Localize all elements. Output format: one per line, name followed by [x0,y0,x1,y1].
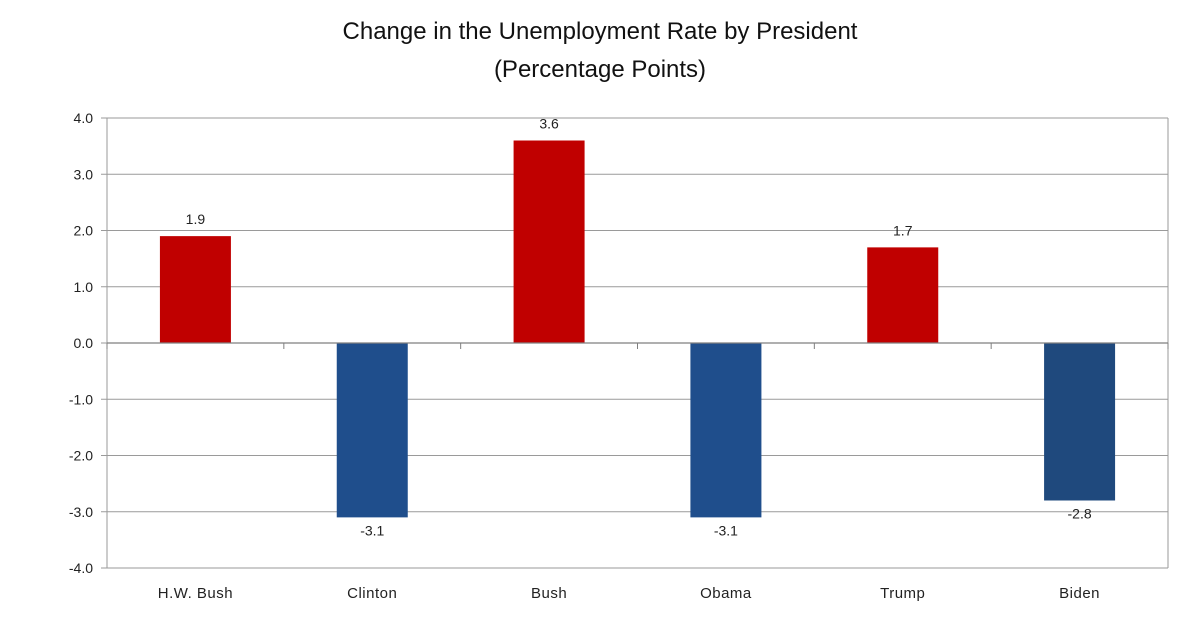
bar [1044,343,1116,501]
data-label: 3.6 [539,116,559,132]
x-tick-label: Trump [880,585,925,602]
bar [159,236,231,343]
chart-subtitle: (Percentage Points) [493,56,707,83]
x-tick-label: Biden [1059,585,1100,602]
x-tick-label: H.W. Bush [158,585,233,602]
data-label: -2.8 [1068,506,1092,522]
bar [690,343,762,518]
y-tick-label: 1.0 [74,279,94,295]
bar [336,343,408,518]
data-label: 1.7 [893,222,913,238]
x-tick-label: Obama [700,585,752,602]
y-tick-label: 3.0 [74,166,94,182]
bar [867,247,939,343]
y-tick-label: -1.0 [69,391,93,407]
bar [513,140,585,343]
chart-title: Change in the Unemployment Rate by Presi… [342,18,858,45]
data-label: -3.1 [714,522,738,538]
y-tick-label: 0.0 [74,335,94,351]
y-tick-label: 4.0 [74,110,94,126]
x-tick-label: Bush [531,585,567,602]
data-label: -3.1 [360,522,384,538]
y-tick-label: 2.0 [74,223,94,239]
x-tick-label: Clinton [347,585,397,602]
y-tick-label: -2.0 [69,448,93,464]
data-label: 1.9 [186,211,206,227]
y-tick-label: -4.0 [69,560,93,576]
y-tick-label: -3.0 [69,504,93,520]
